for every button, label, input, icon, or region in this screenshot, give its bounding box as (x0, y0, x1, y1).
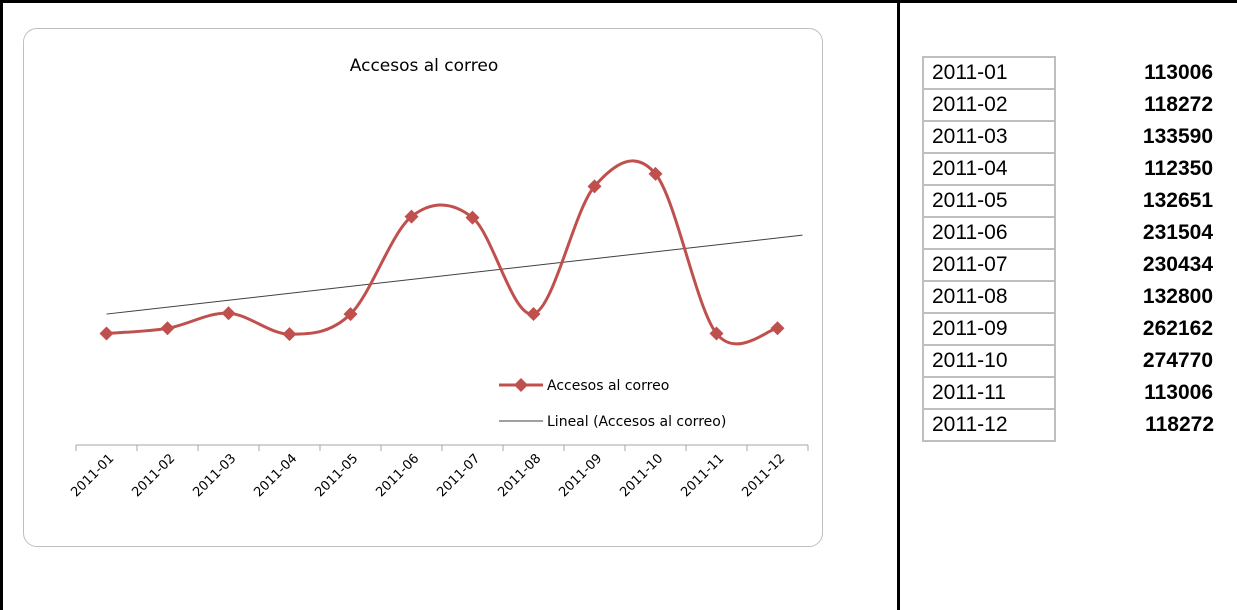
table-row: 2011-02 118272 (922, 89, 1218, 122)
table-month-cell: 2011-09 (922, 313, 1056, 346)
data-point (587, 179, 602, 194)
table-row: 2011-08 132800 (922, 281, 1218, 314)
legend-label-accesos: Accesos al correo (547, 378, 669, 394)
table-value-cell: 113006 (1144, 61, 1213, 84)
table-row: 2011-07 230434 (922, 249, 1218, 282)
table-value-cell: 118272 (1145, 413, 1214, 436)
data-point (770, 321, 785, 336)
table-value-cell: 132800 (1142, 285, 1213, 308)
table-value-cell: 113006 (1144, 381, 1213, 404)
table-value-cell: 112350 (1144, 157, 1213, 180)
table-value-cell: 262162 (1142, 317, 1213, 340)
chart-area: Accesos al correo 2011-01 2011-02 2011-03 20… (23, 28, 823, 547)
trendline (106, 234, 803, 315)
table-row: 2011-11 113006 (922, 377, 1218, 410)
table-month-cell: 2011-08 (922, 281, 1056, 314)
table-value-cell: 132651 (1142, 189, 1213, 212)
x-tick-label: 2011-04 (251, 451, 300, 500)
table-month-cell: 2011-01 (922, 56, 1056, 90)
x-tick-label: 2011-11 (678, 451, 727, 500)
data-table: 2011-01 113006 2011-02 118272 2011-03 133590 2… (922, 56, 1219, 442)
table-month-cell: 2011-10 (922, 345, 1056, 378)
x-tick-label: 2011-08 (495, 451, 544, 500)
data-point (709, 326, 724, 341)
x-tick-label: 2011-02 (129, 451, 178, 500)
x-tick-label: 2011-01 (68, 451, 117, 500)
data-point (221, 306, 236, 321)
table-value-cell: 231504 (1142, 221, 1213, 244)
series-line-accesos (106, 159, 778, 346)
data-point (160, 321, 175, 336)
table-row: 2011-01 113006 (922, 56, 1218, 90)
table-row: 2011-12 118272 (922, 409, 1218, 442)
table-value-cell: 274770 (1142, 349, 1213, 372)
chart-title: Accesos al correo (350, 56, 498, 76)
table-month-cell: 2011-03 (922, 121, 1056, 154)
table-row: 2011-03 133590 (922, 121, 1218, 154)
table-month-cell: 2011-02 (922, 89, 1056, 122)
data-point (343, 307, 358, 322)
data-point (404, 209, 419, 224)
table-month-cell: 2011-07 (922, 249, 1056, 282)
table-value-cell: 118272 (1144, 93, 1213, 116)
x-tick-label: 2011-07 (434, 451, 483, 500)
table-row: 2011-06 231504 (922, 217, 1218, 250)
table-month-cell: 2011-06 (922, 217, 1056, 250)
table-month-cell: 2011-11 (922, 377, 1056, 410)
data-point (526, 306, 541, 321)
table-value-cell: 133590 (1142, 125, 1213, 148)
table-row: 2011-10 274770 (922, 345, 1218, 378)
table-row: 2011-04 112350 (922, 153, 1218, 186)
x-tick-label: 2011-10 (617, 451, 666, 500)
table-month-cell: 2011-04 (922, 153, 1056, 186)
table-month-cell: 2011-12 (922, 409, 1056, 442)
legend-label-lineal: Lineal (Accesos al correo) (547, 414, 726, 430)
table-row: 2011-05 132651 (922, 185, 1218, 218)
x-tick-label: 2011-05 (312, 451, 361, 500)
data-point (465, 210, 480, 225)
data-point (99, 326, 114, 341)
panel-divider (897, 0, 900, 610)
table-month-cell: 2011-05 (922, 185, 1056, 218)
x-tick-label: 2011-12 (739, 451, 788, 500)
x-tick-label: 2011-03 (190, 451, 239, 500)
data-point (282, 327, 297, 342)
x-tick-label: 2011-06 (373, 451, 422, 500)
table-row: 2011-09 262162 (922, 313, 1218, 346)
table-value-cell: 230434 (1142, 253, 1213, 276)
legend-marker-accesos (514, 378, 528, 392)
data-point (648, 166, 663, 181)
x-tick-label: 2011-09 (556, 451, 605, 500)
